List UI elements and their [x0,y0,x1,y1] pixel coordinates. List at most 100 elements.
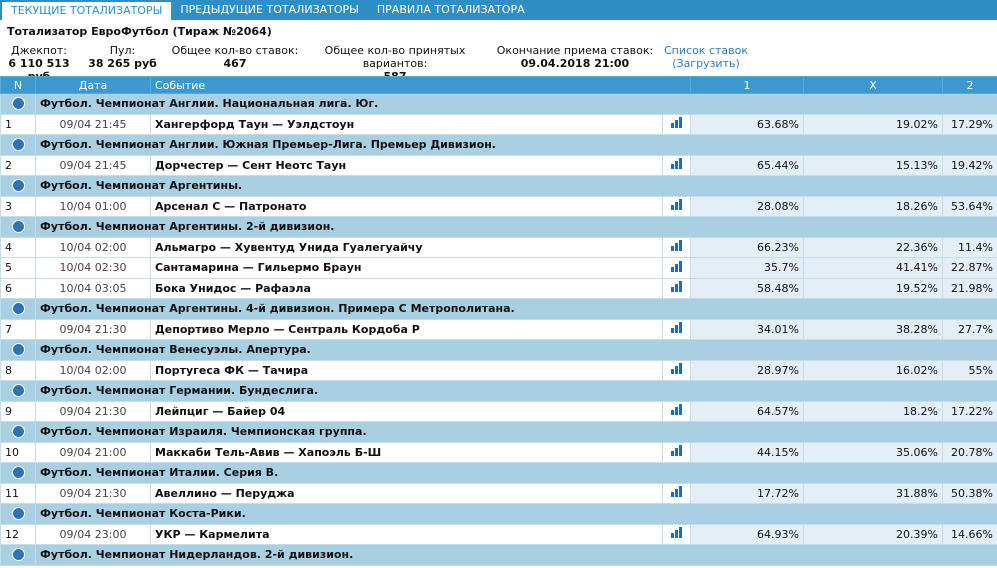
ball-icon [11,96,25,110]
match-event: Бока Унидос — Рафаэла [150,277,663,299]
match-event: Дорчестер — Сент Неотс Таун [150,154,663,176]
bar [675,263,678,272]
match-event: Сантамарина — Гильермо Браун [150,257,663,279]
match-number: 5 [0,257,36,279]
bar [675,161,678,170]
stats-icon[interactable] [671,199,682,211]
match-date: 10/04 01:00 [35,195,151,217]
ball-icon [11,383,25,397]
ball-icon [11,137,25,151]
percent: 53.64% [942,195,997,217]
match-number: 7 [0,318,36,340]
info-item: Окончание приема ставок: 09.04.2018 21:00 [495,44,655,70]
match-number: 3 [0,195,36,217]
tab[interactable]: ПРЕДЫДУЩИЕ ТОТАЛИЗАТОРЫ [180,3,359,16]
match-date: 09/04 21:45 [35,113,151,135]
stats-icon[interactable] [671,260,682,272]
group-row: Футбол. Чемпионат Англии. Южная Премьер-… [0,134,997,156]
group-icon-cell [0,462,36,484]
bar [675,407,678,416]
group-icon-cell [0,216,36,238]
stats-icon[interactable] [671,240,682,252]
column-header: N [0,76,36,94]
group-title: Футбол. Чемпионат Англии. Южная Премьер-… [35,134,997,156]
match-event: Португеса ФК — Тачира [150,359,663,381]
link-sub[interactable]: (Загрузить) [672,57,740,70]
group-row: Футбол. Чемпионат Аргентины. 4-й дивизио… [0,298,997,320]
bar [679,363,682,375]
info-value: 38 265 руб [88,57,157,70]
match-row: 11 09/04 21:30 Авеллино — Перуджа 17.72% 31.… [0,482,997,504]
bar [671,410,674,416]
group-icon-cell [0,339,36,361]
stats-icon[interactable] [671,322,682,334]
stats-icon[interactable] [671,445,682,457]
stats-icon-cell [662,113,691,135]
match-row: 1 09/04 21:45 Хангерфорд Таун — Уэлдстоун 6… [0,113,997,135]
stats-icon[interactable] [671,527,682,539]
percent: 64.57% [690,400,804,422]
column-header: 2 [942,76,997,94]
percent: 58.48% [690,277,804,299]
percent: 64.93% [690,523,804,545]
percent: 63.68% [690,113,804,135]
bar [679,486,682,498]
bar [679,199,682,211]
match-row: 5 10/04 02:30 Сантамарина — Гильермо Браун… [0,257,997,279]
match-row: 12 09/04 23:00 УКР — Кармелита 64.93% 20.39%… [0,523,997,545]
info-label: Общее кол-во принятых вариантов: [324,44,466,70]
stats-icon[interactable] [671,486,682,498]
ball-icon [11,219,25,233]
stats-icon[interactable] [671,158,682,170]
match-number: 1 [0,113,36,135]
match-row: 6 10/04 03:05 Бока Унидос — Рафаэла 58.48% 1… [0,277,997,299]
bar [675,325,678,334]
stats-icon-cell [662,523,691,545]
bar [671,205,674,211]
percent: 66.23% [690,236,804,258]
stats-icon[interactable] [671,281,682,293]
stats-icon-cell [662,195,691,217]
tab-bar: ТЕКУЩИЕ ТОТАЛИЗАТОРЫ ПРЕДЫДУЩИЕ ТОТАЛИЗАТ… [0,0,997,20]
match-event: Альмагро — Хувентуд Унида Гуалегуайчу [150,236,663,258]
match-number: 6 [0,277,36,299]
tab[interactable]: ПРАВИЛА ТОТАЛИЗАТОРА [376,3,525,16]
group-title: Футбол. Чемпионат Коста-Рики. [35,503,997,525]
match-number: 2 [0,154,36,176]
stats-icon-cell [662,359,691,381]
bar [675,530,678,539]
percent: 28.08% [690,195,804,217]
percent: 22.36% [803,236,943,258]
info-value: 09.04.2018 21:00 [520,57,630,70]
stats-icon-cell [662,257,691,279]
stats-icon[interactable] [671,117,682,129]
group-title: Футбол. Чемпионат Аргентины. [35,175,997,197]
match-event: Арсенал С — Патронато [150,195,663,217]
match-number: 9 [0,400,36,422]
match-date: 09/04 21:45 [35,154,151,176]
match-date: 10/04 02:30 [35,257,151,279]
stats-icon[interactable] [671,363,682,375]
group-title: Футбол. Чемпионат Италии. Серия В. [35,462,997,484]
match-number: 4 [0,236,36,258]
info-item: Общее кол-во ставок: 467 [170,44,300,70]
ball-icon [11,506,25,520]
bar [679,240,682,252]
tab[interactable]: ТЕКУЩИЕ ТОТАЛИЗАТОРЫ [2,2,172,20]
bets-link[interactable]: Список ставок (Загрузить) [664,44,748,70]
ball-icon [11,465,25,479]
bar [671,123,674,129]
group-icon-cell [0,175,36,197]
bar [671,246,674,252]
link-text[interactable]: Список ставок [664,44,748,57]
match-number: 8 [0,359,36,381]
match-number: 10 [0,441,36,463]
match-event: УКР — Кармелита [150,523,663,545]
percent: 21.98% [942,277,997,299]
stats-icon[interactable] [671,404,682,416]
percent: 18.26% [803,195,943,217]
group-row: Футбол. Чемпионат Венесуэлы. Апертура. [0,339,997,361]
stats-icon-cell [662,400,691,422]
bar [679,404,682,416]
info-value: 467 [223,57,247,70]
